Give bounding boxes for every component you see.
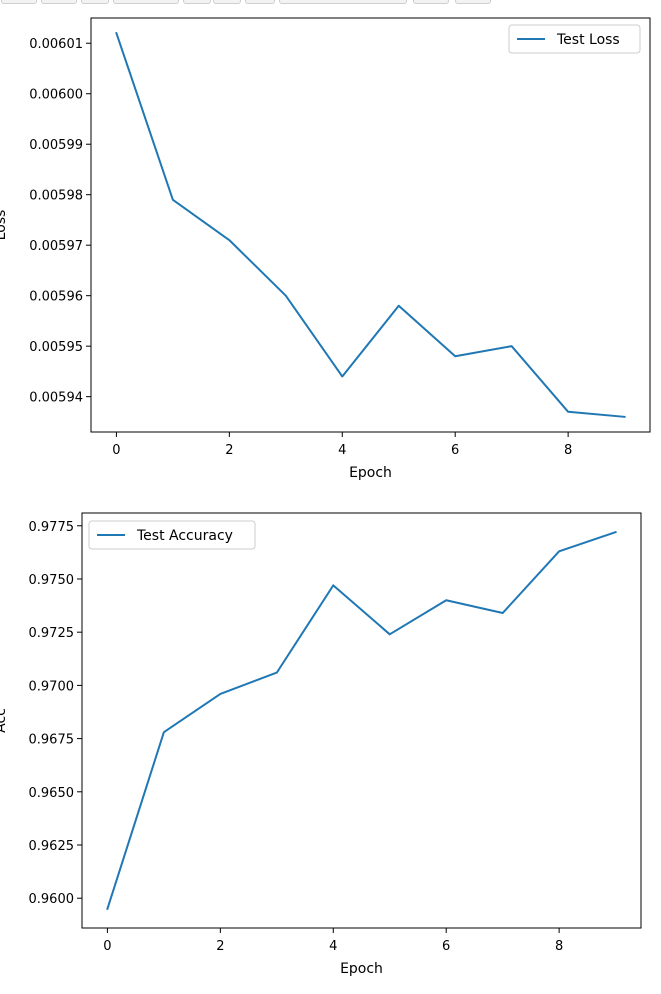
y-tick-label: 0.9625	[29, 839, 75, 854]
x-tick-label: 6	[451, 443, 459, 458]
y-tick-label: 0.00600	[29, 88, 83, 103]
x-tick-label: 2	[225, 443, 233, 458]
y-axis-label: Acc	[0, 708, 9, 733]
y-tick-label: 0.9650	[29, 786, 75, 801]
y-tick-label: 0.00598	[29, 189, 83, 204]
y-tick-label: 0.00594	[29, 391, 83, 406]
toolbar-button[interactable]	[455, 0, 491, 4]
x-tick-label: 8	[564, 443, 572, 458]
y-axis-label: Loss	[0, 210, 9, 241]
legend-label: Test Accuracy	[136, 528, 233, 544]
series-line-1	[106, 530, 617, 911]
series-line-1	[115, 31, 626, 418]
legend-box	[508, 24, 641, 54]
x-tick-label: 8	[555, 939, 563, 954]
x-tick-label: 0	[112, 443, 120, 458]
x-tick-label: 6	[442, 939, 450, 954]
x-tick-label: 4	[338, 443, 346, 458]
legend: Test Loss	[508, 24, 641, 54]
toolbar-button[interactable]	[413, 0, 449, 4]
toolbar-button[interactable]	[213, 0, 241, 4]
toolbar-strip	[0, 0, 661, 6]
y-tick-label: 0.00596	[29, 290, 83, 305]
y-tick-label: 0.00601	[29, 37, 83, 52]
y-tick-label: 0.9700	[29, 679, 75, 694]
x-tick-label: 2	[216, 939, 224, 954]
legend: Test Accuracy	[88, 520, 256, 550]
plot-frame	[81, 512, 642, 929]
toolbar-button[interactable]	[113, 0, 179, 4]
toolbar-button[interactable]	[183, 0, 211, 4]
legend-label: Test Loss	[556, 32, 620, 48]
accuracy-chart: 0 2 4 6 8 0.9600 0.9625 0.9650 0.9675 0.9700 0.972…	[0, 512, 642, 977]
y-tick-label: 0.00595	[29, 340, 83, 355]
toolbar-button[interactable]	[41, 0, 77, 4]
y-tick-label: 0.9775	[29, 520, 75, 535]
y-tick-label: 0.9725	[29, 626, 75, 641]
y-tick-label: 0.00597	[29, 239, 83, 254]
y-tick-label: 0.9675	[29, 733, 75, 748]
y-tick-label: 0.9750	[29, 573, 75, 588]
x-tick-label: 4	[329, 939, 337, 954]
x-tick-label: 0	[103, 939, 111, 954]
toolbar-button[interactable]	[279, 0, 407, 4]
plot-frame	[90, 17, 651, 433]
y-tick-label: 0.00599	[29, 138, 83, 153]
toolbar-button[interactable]	[1, 0, 37, 4]
toolbar-button[interactable]	[81, 0, 109, 4]
x-axis-label: Epoch	[340, 961, 383, 977]
toolbar-button[interactable]	[245, 0, 275, 4]
legend-box	[88, 520, 256, 550]
x-axis-label: Epoch	[349, 465, 392, 481]
y-tick-label: 0.9600	[29, 892, 75, 907]
loss-chart: 0 2 4 6 8 0.00594 0.00595 0.00596 0.00597 0.00598…	[0, 17, 651, 481]
